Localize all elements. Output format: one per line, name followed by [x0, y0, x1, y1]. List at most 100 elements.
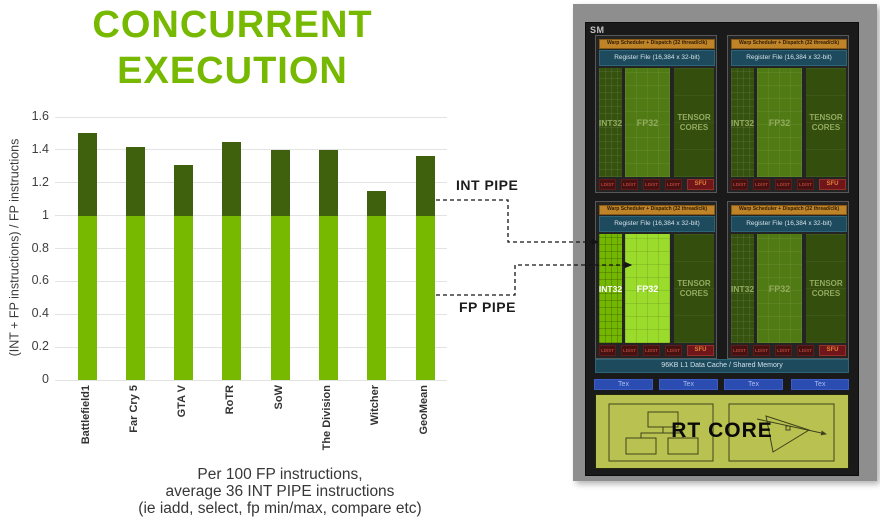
bar-int-pipe	[319, 149, 339, 216]
y-tick-label: 0	[42, 372, 49, 386]
caption-line-1: Per 100 FP instructions,	[197, 466, 363, 483]
title-line-1: CONCURRENT	[92, 4, 373, 46]
gridline	[55, 346, 447, 348]
tensor-cores-block: TENSOR CORES	[674, 234, 714, 343]
ldst-unit: LD/ST	[797, 179, 814, 190]
fp-pipe-label: FP PIPE	[459, 299, 516, 315]
int32-block: INT32	[599, 234, 622, 343]
x-axis-label: GeoMean	[417, 385, 430, 435]
fp32-block: FP32	[757, 68, 802, 177]
caption-line-2: average 36 INT PIPE instructions	[165, 483, 395, 500]
bar-fp-pipe	[125, 215, 145, 380]
gridline	[55, 280, 447, 282]
bar-int-pipe	[367, 190, 387, 216]
stacked-bar-chart: 0 0.2 0.4 0.6 0.8 1 1.2 1.4 1.6	[32, 109, 447, 386]
x-axis-label: GTA V	[176, 385, 189, 418]
fp32-block: FP32	[757, 234, 802, 343]
y-tick-label: 0.8	[31, 240, 49, 255]
warp-scheduler-bar: Warp Scheduler + Dispatch (32 thread/clk…	[599, 205, 715, 215]
ldst-unit: LD/ST	[643, 345, 660, 356]
tex-unit: Tex	[659, 379, 718, 390]
x-axis-label: The Division	[321, 385, 334, 451]
sm-partition: Warp Scheduler + Dispatch (32 thread/clk…	[727, 35, 849, 193]
y-tick-label: 1.2	[31, 174, 49, 189]
gridline	[55, 248, 447, 249]
ldst-unit: LD/ST	[621, 179, 638, 190]
tensor-cores-block: TENSOR CORES	[674, 68, 714, 177]
ldst-unit: LD/ST	[665, 179, 682, 190]
tex-unit: Tex	[724, 379, 783, 390]
ldst-unit: LD/ST	[775, 345, 792, 356]
bar-fp-pipe	[174, 215, 194, 380]
ldst-sfu-row: LD/ST LD/ST LD/ST LD/ST SFU	[599, 345, 715, 357]
sm-panel: SM Warp Scheduler + Dispatch (32 thread/…	[585, 22, 859, 476]
ldst-sfu-row: LD/ST LD/ST LD/ST LD/ST SFU	[731, 179, 847, 191]
gridline	[55, 149, 447, 151]
register-file-bar: Register File (16,384 x 32-bit)	[731, 216, 847, 232]
int-pipe-label: INT PIPE	[456, 177, 519, 193]
ldst-unit: LD/ST	[731, 179, 748, 190]
register-file-bar: Register File (16,384 x 32-bit)	[599, 50, 715, 66]
sm-partition: Warp Scheduler + Dispatch (32 thread/clk…	[727, 201, 849, 359]
sfu-unit: SFU	[819, 179, 846, 190]
bar-int-pipe	[222, 141, 242, 216]
rt-core-schematic-icon	[608, 403, 835, 462]
x-axis-label: SoW	[272, 385, 285, 410]
ldst-unit: LD/ST	[797, 345, 814, 356]
ldst-unit: LD/ST	[621, 345, 638, 356]
y-tick-label: 0.2	[31, 339, 49, 354]
ldst-unit: LD/ST	[753, 179, 770, 190]
ldst-unit: LD/ST	[599, 345, 616, 356]
fp32-block: FP32	[625, 234, 670, 343]
ldst-unit: LD/ST	[731, 345, 748, 356]
bar-fp-pipe	[319, 215, 339, 380]
tex-unit: Tex	[594, 379, 653, 390]
sfu-unit: SFU	[687, 345, 714, 356]
warp-scheduler-bar: Warp Scheduler + Dispatch (32 thread/clk…	[731, 39, 847, 49]
bar-fp-pipe	[367, 215, 387, 380]
y-tick-label: 0.6	[31, 273, 49, 288]
y-tick-label: 0.4	[31, 306, 49, 321]
chart-caption: Per 100 FP instructions, average 36 INT …	[60, 466, 500, 517]
int32-block: INT32	[731, 68, 754, 177]
register-file-bar: Register File (16,384 x 32-bit)	[599, 216, 715, 232]
title-line-2: EXECUTION	[117, 50, 348, 92]
bar-fp-pipe	[222, 215, 242, 380]
bar-fp-pipe	[415, 215, 435, 380]
sm-title: SM	[590, 25, 605, 35]
ldst-unit: LD/ST	[643, 179, 660, 190]
int32-block: INT32	[599, 68, 622, 177]
ldst-unit: LD/ST	[753, 345, 770, 356]
int32-block: INT32	[731, 234, 754, 343]
rt-core-label: RT CORE	[671, 419, 773, 442]
y-axis-title: (INT + FP instructions) / FP instruction…	[7, 138, 22, 357]
sfu-unit: SFU	[819, 345, 846, 356]
bar-int-pipe	[125, 146, 145, 216]
ldst-sfu-row: LD/ST LD/ST LD/ST LD/ST SFU	[599, 179, 715, 191]
warp-scheduler-bar: Warp Scheduler + Dispatch (32 thread/clk…	[599, 39, 715, 49]
ldst-unit: LD/ST	[665, 345, 682, 356]
bar-fp-pipe	[270, 215, 290, 380]
bar-int-pipe	[77, 133, 97, 216]
gridline	[55, 215, 447, 217]
warp-scheduler-bar: Warp Scheduler + Dispatch (32 thread/clk…	[731, 205, 847, 215]
tensor-cores-block: TENSOR CORES	[806, 234, 846, 343]
gridline	[55, 116, 447, 118]
fp32-block: FP32	[625, 68, 670, 177]
register-file-bar: Register File (16,384 x 32-bit)	[731, 50, 847, 66]
page-title: CONCURRENT EXECUTION	[60, 2, 405, 94]
l1-cache-bar: 96KB L1 Data Cache / Shared Memory	[595, 359, 849, 373]
ldst-unit: LD/ST	[599, 179, 616, 190]
gridline	[55, 182, 447, 184]
tensor-cores-block: TENSOR CORES	[806, 68, 846, 177]
y-tick-label: 1.4	[31, 141, 49, 156]
x-axis-label: RoTR	[224, 385, 237, 415]
ldst-sfu-row: LD/ST LD/ST LD/ST LD/ST SFU	[731, 345, 847, 357]
tex-unit: Tex	[791, 379, 849, 390]
y-tick-label: 1.6	[31, 109, 49, 123]
bar-int-pipe	[270, 149, 290, 216]
rt-core-block: RT CORE	[595, 394, 849, 469]
ldst-unit: LD/ST	[775, 179, 792, 190]
x-axis-label: Far Cry 5	[127, 385, 140, 433]
